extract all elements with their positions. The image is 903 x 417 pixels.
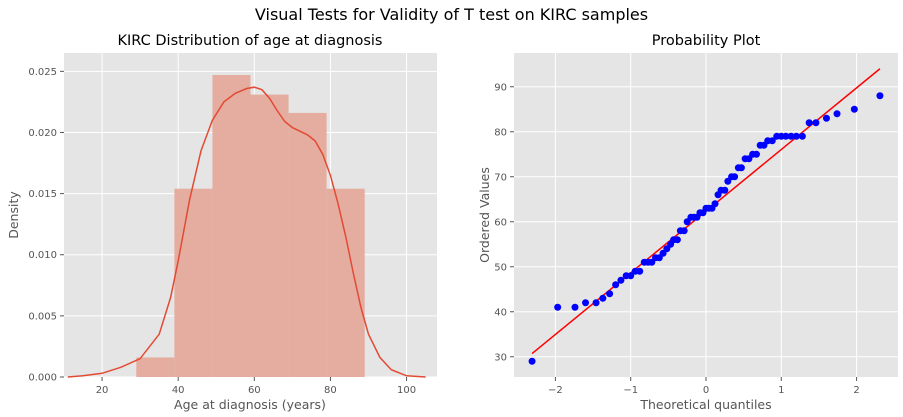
histogram-x-ticks: 20 40 60 80 100 (96, 377, 416, 396)
probability-y-ticks: 30 40 50 60 70 80 90 (494, 82, 514, 363)
data-point (711, 200, 719, 208)
histogram-bar (326, 188, 365, 377)
figure-title: Visual Tests for Validity of T test on K… (255, 5, 648, 24)
data-point (582, 299, 590, 307)
x-tick-label: 40 (172, 385, 185, 396)
data-point (627, 272, 635, 280)
y-tick-label: 0.015 (28, 189, 57, 200)
data-point (571, 303, 579, 311)
y-tick-label: 70 (494, 172, 507, 183)
data-point (782, 132, 790, 140)
data-point (833, 110, 841, 118)
x-tick-label: 80 (324, 385, 337, 396)
y-tick-label: 60 (494, 217, 507, 228)
probability-gridlines (514, 53, 898, 377)
data-point (768, 137, 776, 145)
data-point (599, 294, 607, 302)
data-point (554, 303, 562, 311)
probability-y-label: Ordered Values (477, 167, 492, 263)
histogram-bar (174, 188, 213, 377)
probability-plot-panel: Probability Plot −2 −1 0 1 2 30405060708090 … (477, 33, 898, 412)
x-tick-label: 1 (778, 385, 784, 396)
data-point (617, 276, 625, 284)
histogram-bar (212, 75, 251, 378)
y-tick-label: 0.000 (28, 373, 57, 384)
x-tick-label: 20 (96, 385, 109, 396)
data-point (592, 299, 600, 307)
y-tick-label: 0.010 (28, 250, 57, 261)
y-tick-label: 50 (494, 262, 507, 273)
probability-plot-title: Probability Plot (652, 33, 761, 49)
y-tick-label: 30 (494, 352, 507, 363)
histogram-x-label: Age at diagnosis (years) (174, 397, 326, 412)
histogram-y-ticks: 0.000 0.005 0.010 0.015 0.020 0.025 (28, 67, 64, 384)
data-point (822, 114, 830, 122)
probability-x-ticks: −2 −1 0 1 2 (548, 377, 860, 396)
data-point (636, 267, 644, 275)
x-tick-label: 60 (248, 385, 261, 396)
x-tick-label: 2 (853, 385, 859, 396)
histogram-bar (136, 357, 175, 377)
data-point (798, 132, 806, 140)
y-tick-label: 80 (494, 127, 507, 138)
y-tick-label: 40 (494, 307, 507, 318)
data-point (792, 132, 800, 140)
y-tick-label: 0.005 (28, 311, 57, 322)
y-tick-label: 90 (494, 82, 507, 93)
probability-points (528, 92, 884, 365)
probability-x-label: Theoretical quantiles (639, 397, 771, 412)
data-point (787, 132, 795, 140)
data-point (731, 173, 739, 181)
kde-curve (67, 86, 426, 378)
data-point (680, 227, 688, 235)
data-point (737, 164, 745, 172)
x-tick-label: −2 (548, 385, 563, 396)
data-point (752, 150, 760, 158)
y-tick-label: 0.025 (28, 67, 57, 78)
x-tick-label: −1 (623, 385, 638, 396)
data-point (876, 92, 884, 100)
histogram-bar (288, 112, 327, 378)
data-point (528, 357, 536, 365)
y-tick-label: 0.020 (28, 128, 57, 139)
histogram-bar (250, 94, 289, 377)
x-tick-label: 0 (703, 385, 709, 396)
histogram-bars (136, 75, 365, 378)
data-point (850, 105, 858, 113)
data-point (812, 119, 820, 127)
histogram-y-label: Density (6, 191, 21, 239)
data-point (612, 281, 620, 289)
data-point (606, 290, 614, 298)
histogram-title: KIRC Distribution of age at diagnosis (118, 33, 383, 49)
histogram-panel: KIRC Distribution of age at diagnosis 20… (6, 33, 437, 412)
data-point (721, 186, 729, 194)
x-tick-label: 100 (397, 385, 416, 396)
data-point (673, 236, 681, 244)
data-point (805, 119, 813, 127)
